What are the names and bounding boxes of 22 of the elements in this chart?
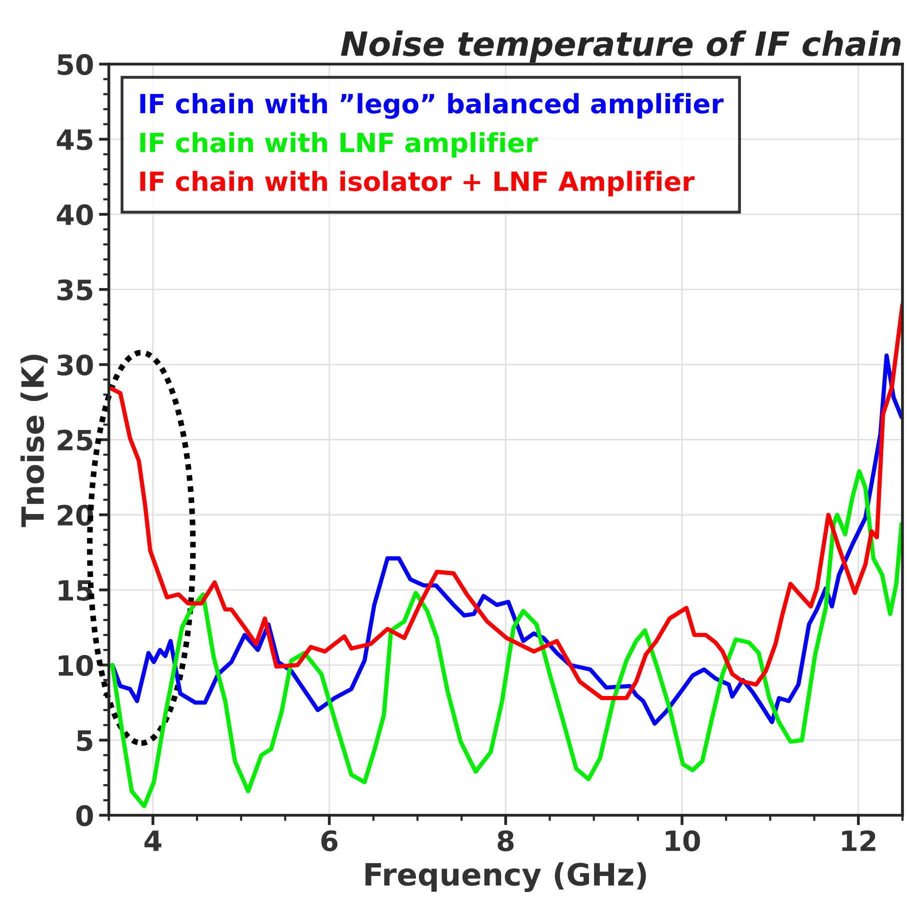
y-tick-label: 45 xyxy=(56,130,92,150)
line-series xyxy=(109,302,902,700)
y-tick-label: 40 xyxy=(56,204,93,226)
y-tick-label: 0 xyxy=(76,805,93,826)
y-tick-label: 30 xyxy=(57,354,93,376)
y-tick-label: 25 xyxy=(58,430,92,451)
x-tick-label: 6 xyxy=(321,830,338,852)
x-tick-label: 10 xyxy=(666,830,700,852)
x-tick-label: 12 xyxy=(842,830,876,851)
text: IF chain with isolator + LNF Amplifier xyxy=(140,170,695,196)
y-tick-label: 35 xyxy=(57,279,92,300)
x-axis-title: Frequency (GHz) xyxy=(366,862,646,892)
chart-title: Noise temperature of IF chain xyxy=(340,30,901,63)
y-tick-label: 50 xyxy=(58,54,93,76)
y-tick-label: 10 xyxy=(58,654,93,676)
line-series xyxy=(110,469,902,808)
x-tick-label: 4 xyxy=(144,830,162,851)
x-tick-label: 8 xyxy=(498,830,514,852)
text: IF chain with LNF amplifier xyxy=(140,132,538,158)
y-tick-label: 5 xyxy=(77,730,92,752)
y-axis-title: Tnoise (K) xyxy=(20,354,48,528)
text: IF chain with ”lego” balanced amplifier xyxy=(140,93,724,119)
